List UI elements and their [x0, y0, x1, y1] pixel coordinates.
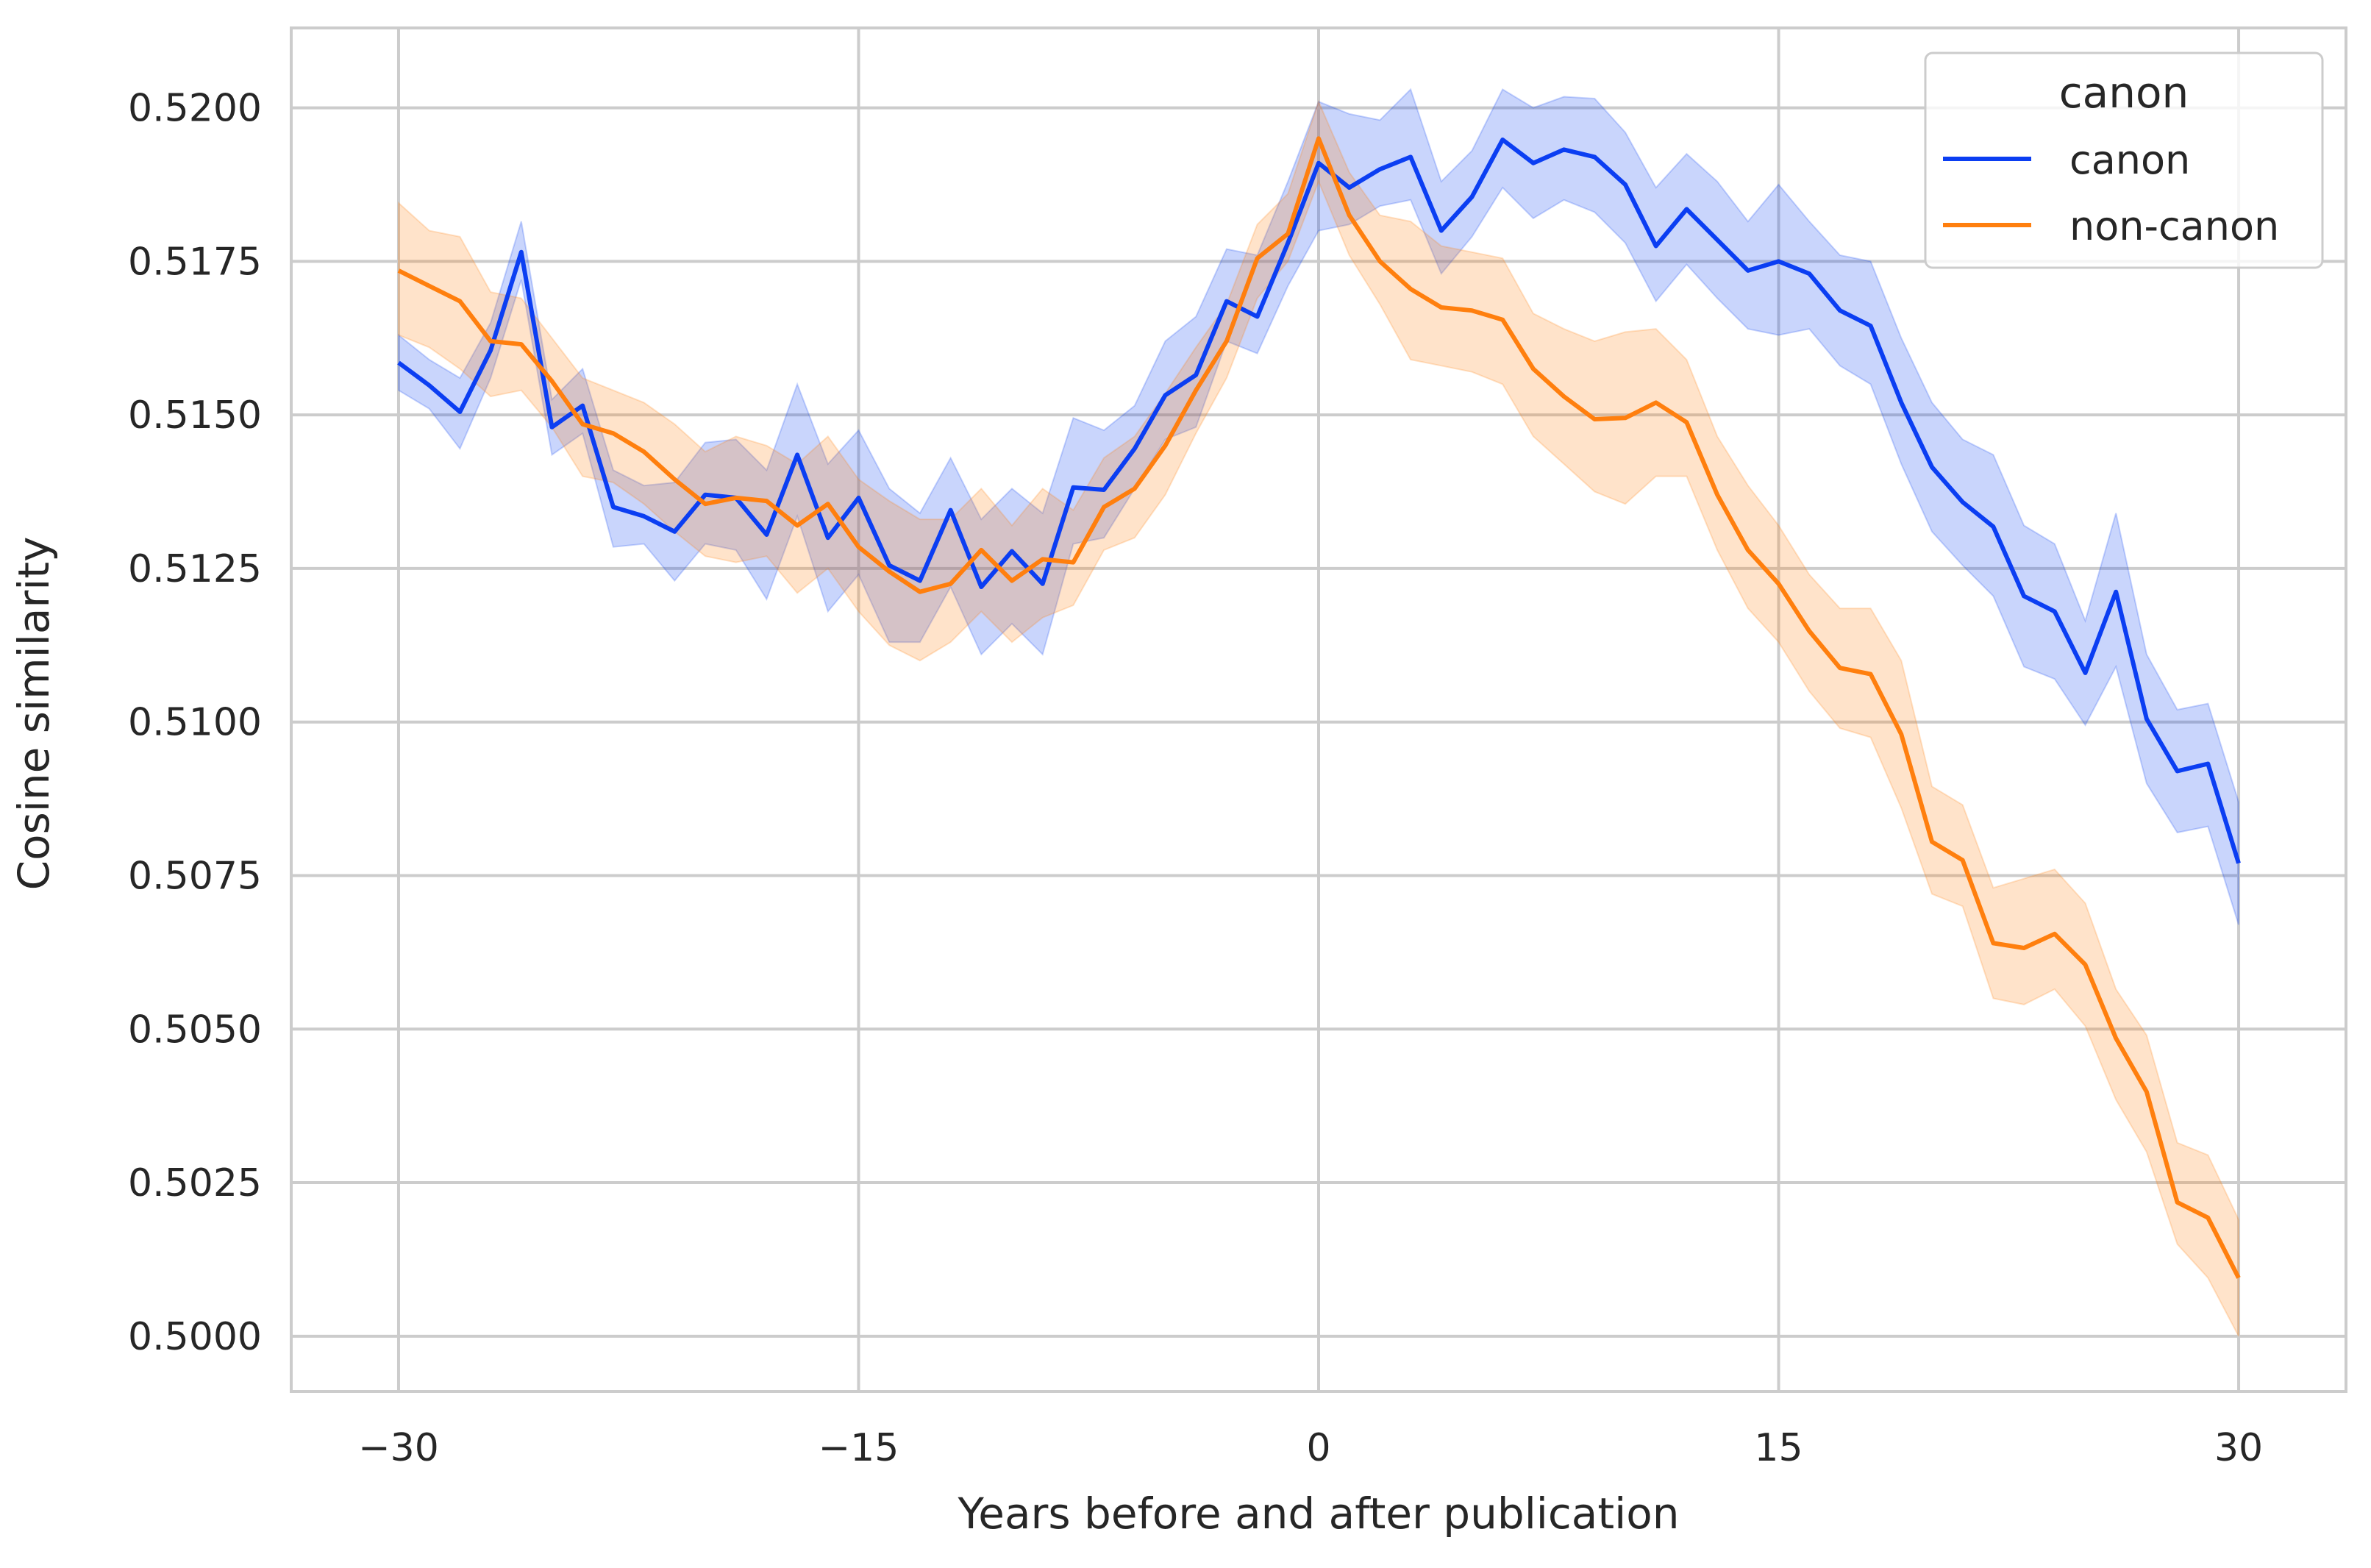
y-tick-label: 0.5075	[128, 854, 262, 898]
y-axis-ticks: 0.5000 0.5025 0.5050 0.5075 0.5100 0.5125 0.51…	[128, 87, 262, 1359]
x-tick-label: 0	[1306, 1426, 1330, 1470]
x-tick-label: −15	[819, 1426, 899, 1470]
plot-frame	[290, 26, 2347, 1393]
x-tick-label: 30	[2214, 1426, 2263, 1470]
series-line-non-canon	[397, 136, 2241, 1279]
confidence-bands	[398, 88, 2239, 1337]
legend-label-canon: canon	[2069, 137, 2190, 183]
y-tick-label: 0.5100	[128, 701, 262, 745]
legend-label-non-canon: non-canon	[2069, 203, 2279, 249]
x-axis-label: Years before and after publication	[958, 1489, 1680, 1539]
series-lines	[397, 136, 2241, 1279]
x-axis-ticks: −30 −15 0 15 30	[358, 1426, 2263, 1470]
grid-lines	[291, 28, 2346, 1391]
y-axis-label: Cosine similarity	[9, 537, 59, 891]
y-tick-label: 0.5025	[128, 1161, 262, 1205]
legend-title: canon	[2059, 68, 2189, 118]
y-tick-label: 0.5150	[128, 393, 262, 438]
y-tick-label: 0.5000	[128, 1315, 262, 1359]
legend-box	[1924, 51, 2324, 269]
legend: canon canon non-canon	[1924, 51, 2324, 269]
series-line-canon	[397, 138, 2241, 864]
y-tick-label: 0.5200	[128, 87, 262, 131]
x-tick-label: 15	[1754, 1426, 1803, 1470]
confidence-band-non-canon	[398, 99, 2239, 1337]
y-tick-label: 0.5050	[128, 1008, 262, 1052]
y-tick-label: 0.5175	[128, 240, 262, 284]
y-tick-label: 0.5125	[128, 547, 262, 591]
confidence-band-canon	[398, 88, 2239, 925]
x-tick-label: −30	[358, 1426, 439, 1470]
